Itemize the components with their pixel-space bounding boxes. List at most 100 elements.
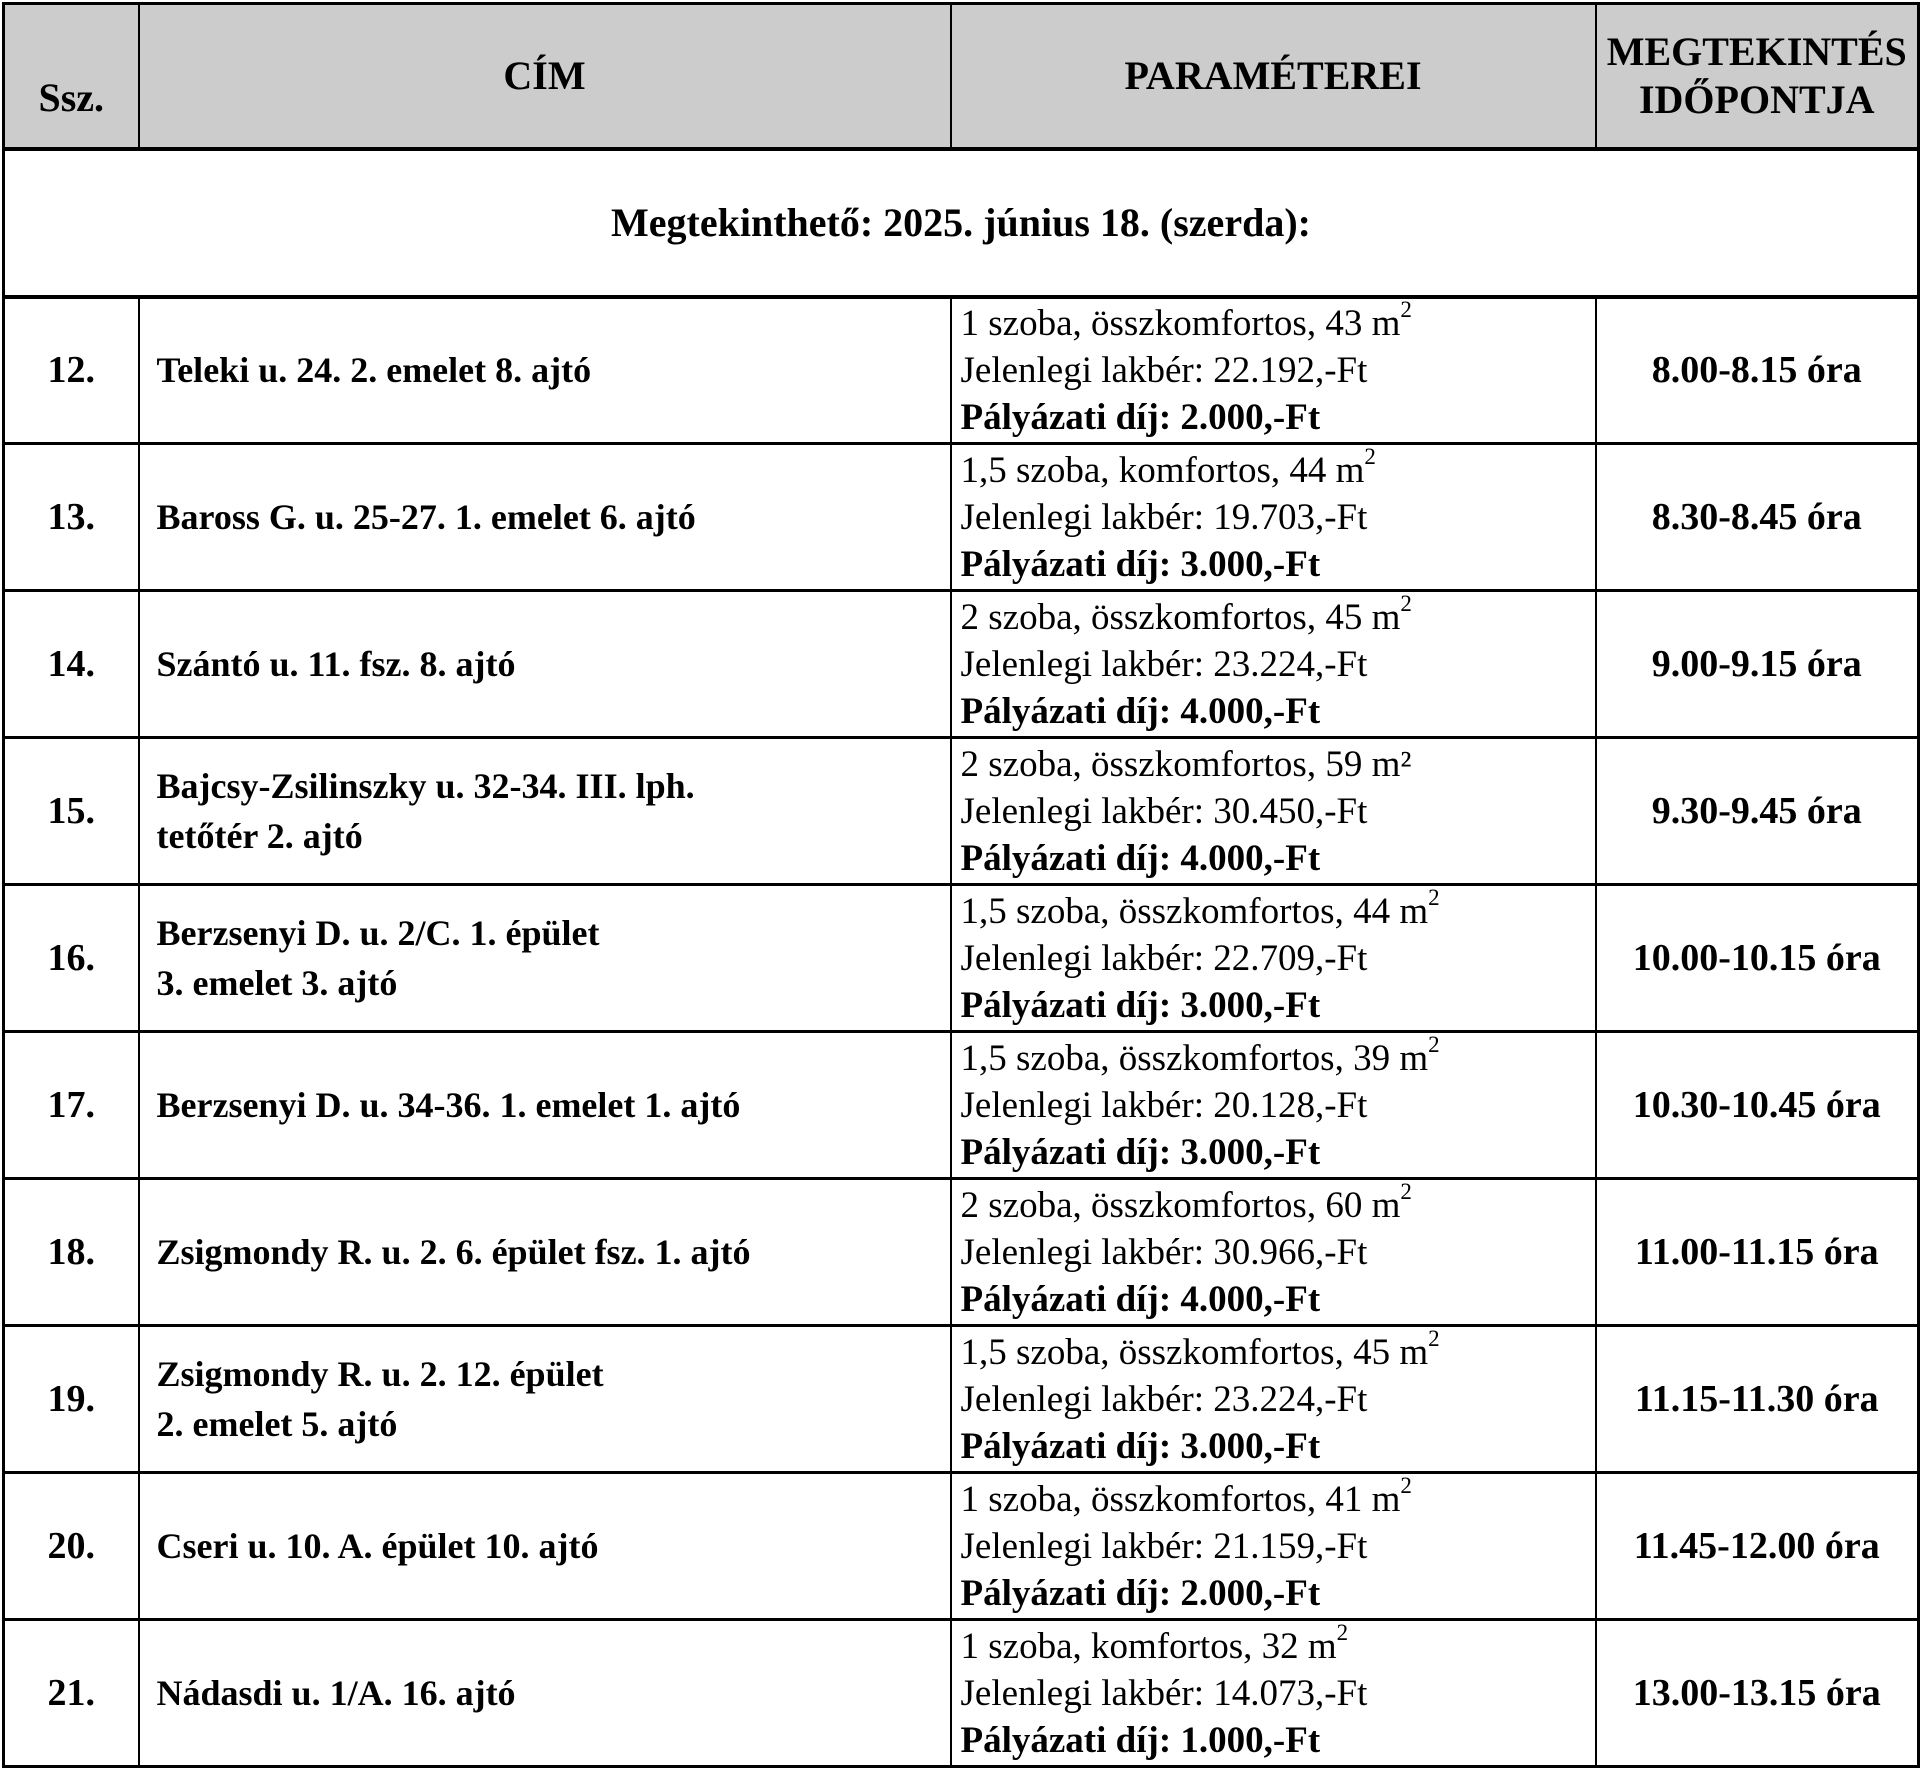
rent-line: Jelenlegi lakbér: 14.073,-Ft [960,1672,1368,1714]
table-row-16: 16. Berzsenyi D. u. 2/C. 1. épület 3. eme… [2,883,1920,1033]
address-cell: Zsigmondy R. u. 2. 12. épület 2. emelet 5… [137,1324,952,1474]
area-line: 1,5 szoba, összkomfortos, 39 m2 [961,1035,1591,1082]
date-row: Megtekinthető: 2025. június 18. (szerda)… [2,147,1920,299]
address-cell: Zsigmondy R. u. 2. 6. épület fsz. 1. ajt… [137,1177,952,1327]
square-meter-sup: 2 [1428,885,1440,911]
date-heading: Megtekinthető: 2025. június 18. (szerda)… [2,147,1920,299]
area-line: 1 szoba, összkomfortos, 41 m2 [961,1476,1591,1523]
address-line: Nádasdi u. 1/A. 16. ajtó [156,1673,516,1713]
header-viewing-time-line2: IDŐPONTJA [1638,76,1875,122]
params-cell: 2 szoba, összkomfortos, 59 m² Jelenlegi … [949,736,1597,886]
address-cell: Teleki u. 24. 2. emelet 8. ajtó [137,295,952,445]
rent-line: Jelenlegi lakbér: 23.224,-Ft [960,1378,1368,1420]
table-row-21: 21. Nádasdi u. 1/A. 16. ajtó 1 szoba, ko… [2,1618,1920,1768]
fee-line: Pályázati díj: 3.000,-Ft [960,1131,1321,1173]
area-line: 1,5 szoba, összkomfortos, 44 m2 [961,888,1591,935]
rent-line: Jelenlegi lakbér: 30.966,-Ft [960,1231,1368,1273]
time-cell: 9.00-9.15 óra [1594,589,1920,739]
header-row: Ssz. CÍM PARAMÉTEREI MEGTEKINTÉS IDŐPONT… [2,2,1920,151]
area-line: 1 szoba, komfortos, 32 m2 [961,1623,1591,1670]
time-cell: 9.30-9.45 óra [1594,736,1920,886]
area-text: 2 szoba, összkomfortos, 45 m [960,596,1401,638]
square-meter-sup: 2 [1364,444,1376,470]
fee-line: Pályázati díj: 1.000,-Ft [960,1719,1321,1761]
row-number: 16. [2,883,140,1033]
header-num: Ssz. [2,2,140,151]
table-row-13: 13. Baross G. u. 25-27. 1. emelet 6. ajt… [2,442,1920,592]
time-cell: 13.00-13.15 óra [1594,1618,1920,1768]
area-line: 1 szoba, összkomfortos, 43 m2 [961,300,1591,347]
params-cell: 1,5 szoba, összkomfortos, 44 m2 Jelenleg… [949,883,1597,1033]
area-line: 2 szoba, összkomfortos, 59 m² [961,741,1591,788]
area-text: 1 szoba, összkomfortos, 43 m [960,302,1401,344]
row-number: 15. [2,736,140,886]
rent-line: Jelenlegi lakbér: 22.709,-Ft [960,937,1368,979]
address-cell: Berzsenyi D. u. 34-36. 1. emelet 1. ajtó [137,1030,952,1180]
square-meter-sup: 2 [1400,1473,1412,1499]
address-cell: Baross G. u. 25-27. 1. emelet 6. ajtó [137,442,952,592]
table-row-14: 14. Szántó u. 11. fsz. 8. ajtó 2 szoba, … [2,589,1920,739]
rent-line: Jelenlegi lakbér: 22.192,-Ft [960,349,1368,391]
header-params: PARAMÉTEREI [949,2,1597,151]
fee-line: Pályázati díj: 4.000,-Ft [960,690,1321,732]
area-line: 2 szoba, összkomfortos, 45 m2 [961,594,1591,641]
row-number: 19. [2,1324,140,1474]
address-line: 3. emelet 3. ajtó [156,963,398,1003]
address-line: Berzsenyi D. u. 2/C. 1. épület [156,913,600,953]
row-number: 21. [2,1618,140,1768]
square-meter-sup: 2 [1400,591,1412,617]
address-line: Teleki u. 24. 2. emelet 8. ajtó [156,350,592,391]
params-cell: 1 szoba, összkomfortos, 43 m2 Jelenlegi … [949,295,1597,445]
square-meter-sup: 2 [1428,1032,1440,1058]
square-meter-sup: 2 [1400,297,1412,323]
address-line: Bajcsy-Zsilinszky u. 32-34. III. lph. [156,766,695,806]
address-line: Zsigmondy R. u. 2. 12. épület [156,1354,604,1394]
time-cell: 8.30-8.45 óra [1594,442,1920,592]
fee-line: Pályázati díj: 2.000,-Ft [960,396,1321,438]
fee-line: Pályázati díj: 3.000,-Ft [960,984,1321,1026]
square-meter-sup: 2 [1400,1179,1412,1205]
table-row-15: 15. Bajcsy-Zsilinszky u. 32-34. III. lph… [2,736,1920,886]
time-cell: 11.45-12.00 óra [1594,1471,1920,1621]
table-row-20: 20. Cseri u. 10. A. épület 10. ajtó 1 sz… [2,1471,1920,1621]
header-viewing-time: MEGTEKINTÉS IDŐPONTJA [1594,2,1920,151]
header-address: CÍM [137,2,952,151]
fee-line: Pályázati díj: 3.000,-Ft [960,543,1321,585]
area-text: 1 szoba, komfortos, 32 m [960,1625,1337,1667]
row-number: 20. [2,1471,140,1621]
table-row-19: 19. Zsigmondy R. u. 2. 12. épület 2. emel… [2,1324,1920,1474]
area-text: 1,5 szoba, összkomfortos, 44 m [960,890,1429,932]
address-cell: Nádasdi u. 1/A. 16. ajtó [137,1618,952,1768]
area-text: 1 szoba, összkomfortos, 41 m [960,1478,1401,1520]
area-text: 1,5 szoba, összkomfortos, 45 m [960,1331,1429,1373]
params-cell: 1,5 szoba, összkomfortos, 45 m2 Jelenleg… [949,1324,1597,1474]
address-line: 2. emelet 5. ajtó [156,1404,398,1444]
rent-line: Jelenlegi lakbér: 20.128,-Ft [960,1084,1368,1126]
square-meter-sup: 2 [1428,1326,1440,1352]
address-line: Berzsenyi D. u. 34-36. 1. emelet 1. ajtó [156,1085,741,1125]
params-cell: 2 szoba, összkomfortos, 60 m2 Jelenlegi … [949,1177,1597,1327]
square-meter-sup: 2 [1336,1620,1349,1646]
address-line: Zsigmondy R. u. 2. 6. épület fsz. 1. ajt… [156,1232,751,1272]
time-cell: 11.00-11.15 óra [1594,1177,1920,1327]
area-text: 1,5 szoba, összkomfortos, 39 m [960,1037,1429,1079]
address-line: tetőtér 2. ajtó [156,816,363,856]
time-cell: 8.00-8.15 óra [1594,295,1920,445]
table-row-17: 17. Berzsenyi D. u. 34-36. 1. emelet 1. … [2,1030,1920,1180]
address-cell: Bajcsy-Zsilinszky u. 32-34. III. lph. tet… [137,736,952,886]
fee-line: Pályázati díj: 4.000,-Ft [960,1278,1321,1320]
time-cell: 10.30-10.45 óra [1594,1030,1920,1180]
area-text: 1,5 szoba, komfortos, 44 m [960,449,1365,491]
params-cell: 1,5 szoba, komfortos, 44 m2 Jelenlegi la… [949,442,1597,592]
rent-line: Jelenlegi lakbér: 21.159,-Ft [960,1525,1368,1567]
address-cell: Berzsenyi D. u. 2/C. 1. épület 3. emelet … [137,883,952,1033]
rent-line: Jelenlegi lakbér: 23.224,-Ft [960,643,1368,685]
table-row-18: 18. Zsigmondy R. u. 2. 6. épület fsz. 1.… [2,1177,1920,1327]
area-line: 1,5 szoba, komfortos, 44 m2 [961,447,1591,494]
rent-line: Jelenlegi lakbér: 30.450,-Ft [960,790,1368,832]
fee-line: Pályázati díj: 4.000,-Ft [960,837,1321,879]
area-text: 2 szoba, összkomfortos, 59 m² [960,743,1412,785]
time-cell: 10.00-10.15 óra [1594,883,1920,1033]
address-line: Szántó u. 11. fsz. 8. ajtó [156,644,516,684]
